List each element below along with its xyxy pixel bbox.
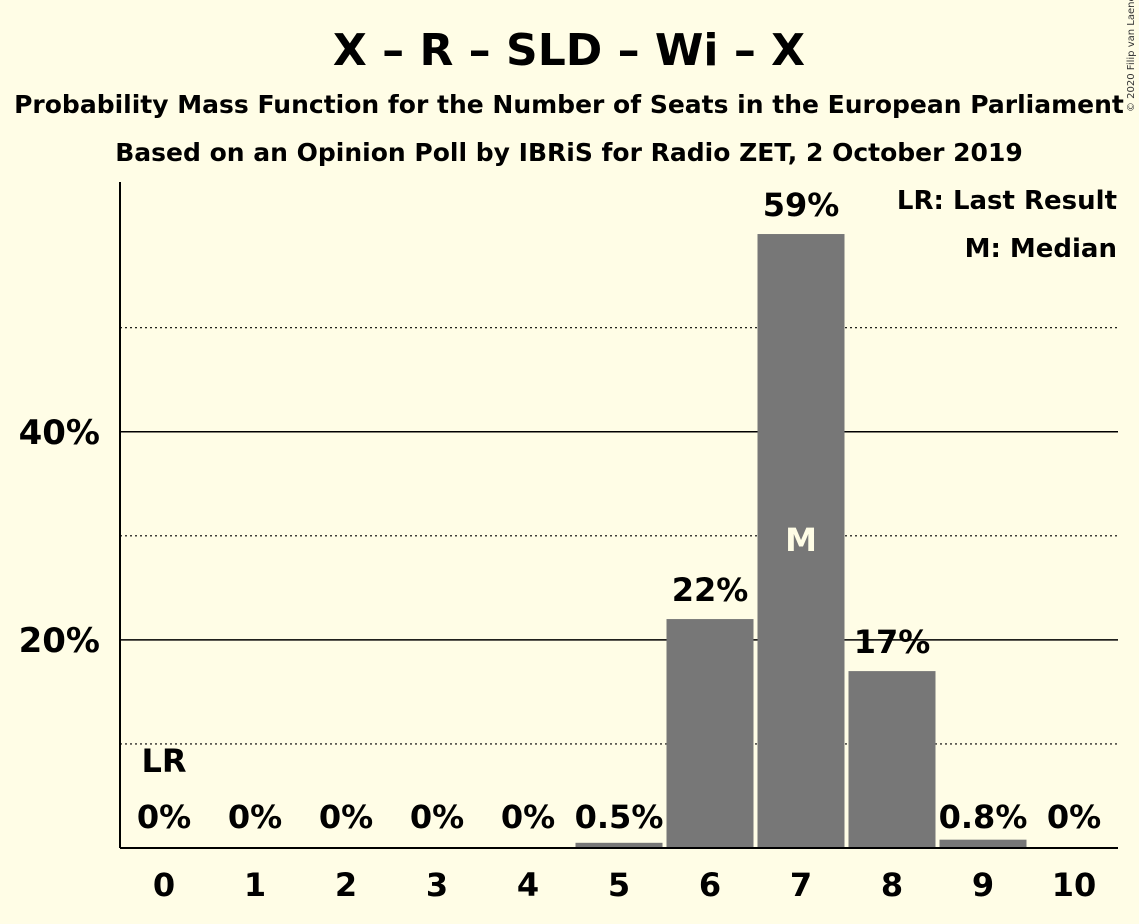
copyright-note: © 2020 Filip van Laenen bbox=[1126, 0, 1137, 112]
bar bbox=[575, 842, 663, 848]
data-label: 0% bbox=[319, 798, 373, 836]
chart-subtitle-line-1: Probability Mass Function for the Number… bbox=[14, 90, 1124, 119]
chart-subtitle-line-2: Based on an Opinion Poll by IBRiS for Ra… bbox=[115, 138, 1023, 167]
bar bbox=[666, 619, 754, 848]
data-label: 17% bbox=[854, 623, 931, 661]
y-tick-label: 40% bbox=[19, 413, 100, 453]
gridlines bbox=[120, 327, 1118, 745]
bar bbox=[757, 234, 845, 848]
data-label: 0% bbox=[137, 798, 191, 836]
x-tick-label: 2 bbox=[335, 866, 357, 904]
data-label: 0% bbox=[410, 798, 464, 836]
x-tick-label: 8 bbox=[881, 866, 903, 904]
bar bbox=[848, 671, 936, 848]
x-tick-label: 3 bbox=[426, 866, 448, 904]
y-tick-label: 20% bbox=[19, 621, 100, 661]
data-label: 0% bbox=[228, 798, 282, 836]
data-label: 0.8% bbox=[939, 798, 1028, 836]
data-label: 0% bbox=[1047, 798, 1101, 836]
chart-title: X – R – SLD – Wi – X bbox=[333, 25, 805, 76]
data-label: 0.5% bbox=[575, 798, 664, 836]
x-tick-label: 1 bbox=[244, 866, 266, 904]
data-label: 0% bbox=[501, 798, 555, 836]
x-tick-label: 5 bbox=[608, 866, 630, 904]
data-label: 59% bbox=[763, 186, 840, 224]
data-label: 22% bbox=[672, 571, 749, 609]
x-tick-label: 10 bbox=[1052, 866, 1097, 904]
x-tick-label: 0 bbox=[153, 866, 175, 904]
y-axis-ticks: 20% 40% bbox=[19, 413, 100, 661]
x-axis-ticks: 0 1 2 3 4 5 6 7 8 9 10 bbox=[153, 866, 1096, 904]
bar bbox=[939, 839, 1027, 848]
x-tick-label: 9 bbox=[972, 866, 994, 904]
x-tick-label: 6 bbox=[699, 866, 721, 904]
legend-last-result: LR: Last Result bbox=[897, 186, 1117, 216]
x-tick-label: 7 bbox=[790, 866, 812, 904]
x-tick-label: 4 bbox=[517, 866, 539, 904]
data-labels: 0% 0% 0% 0% 0% 0.5% 22% 59% 17% 0.8% 0% bbox=[137, 186, 1101, 836]
bars bbox=[575, 234, 1027, 848]
markers: LR M bbox=[141, 521, 816, 780]
legend-median: M: Median bbox=[965, 234, 1117, 264]
last-result-marker: LR bbox=[141, 742, 186, 780]
median-marker: M bbox=[785, 521, 817, 559]
